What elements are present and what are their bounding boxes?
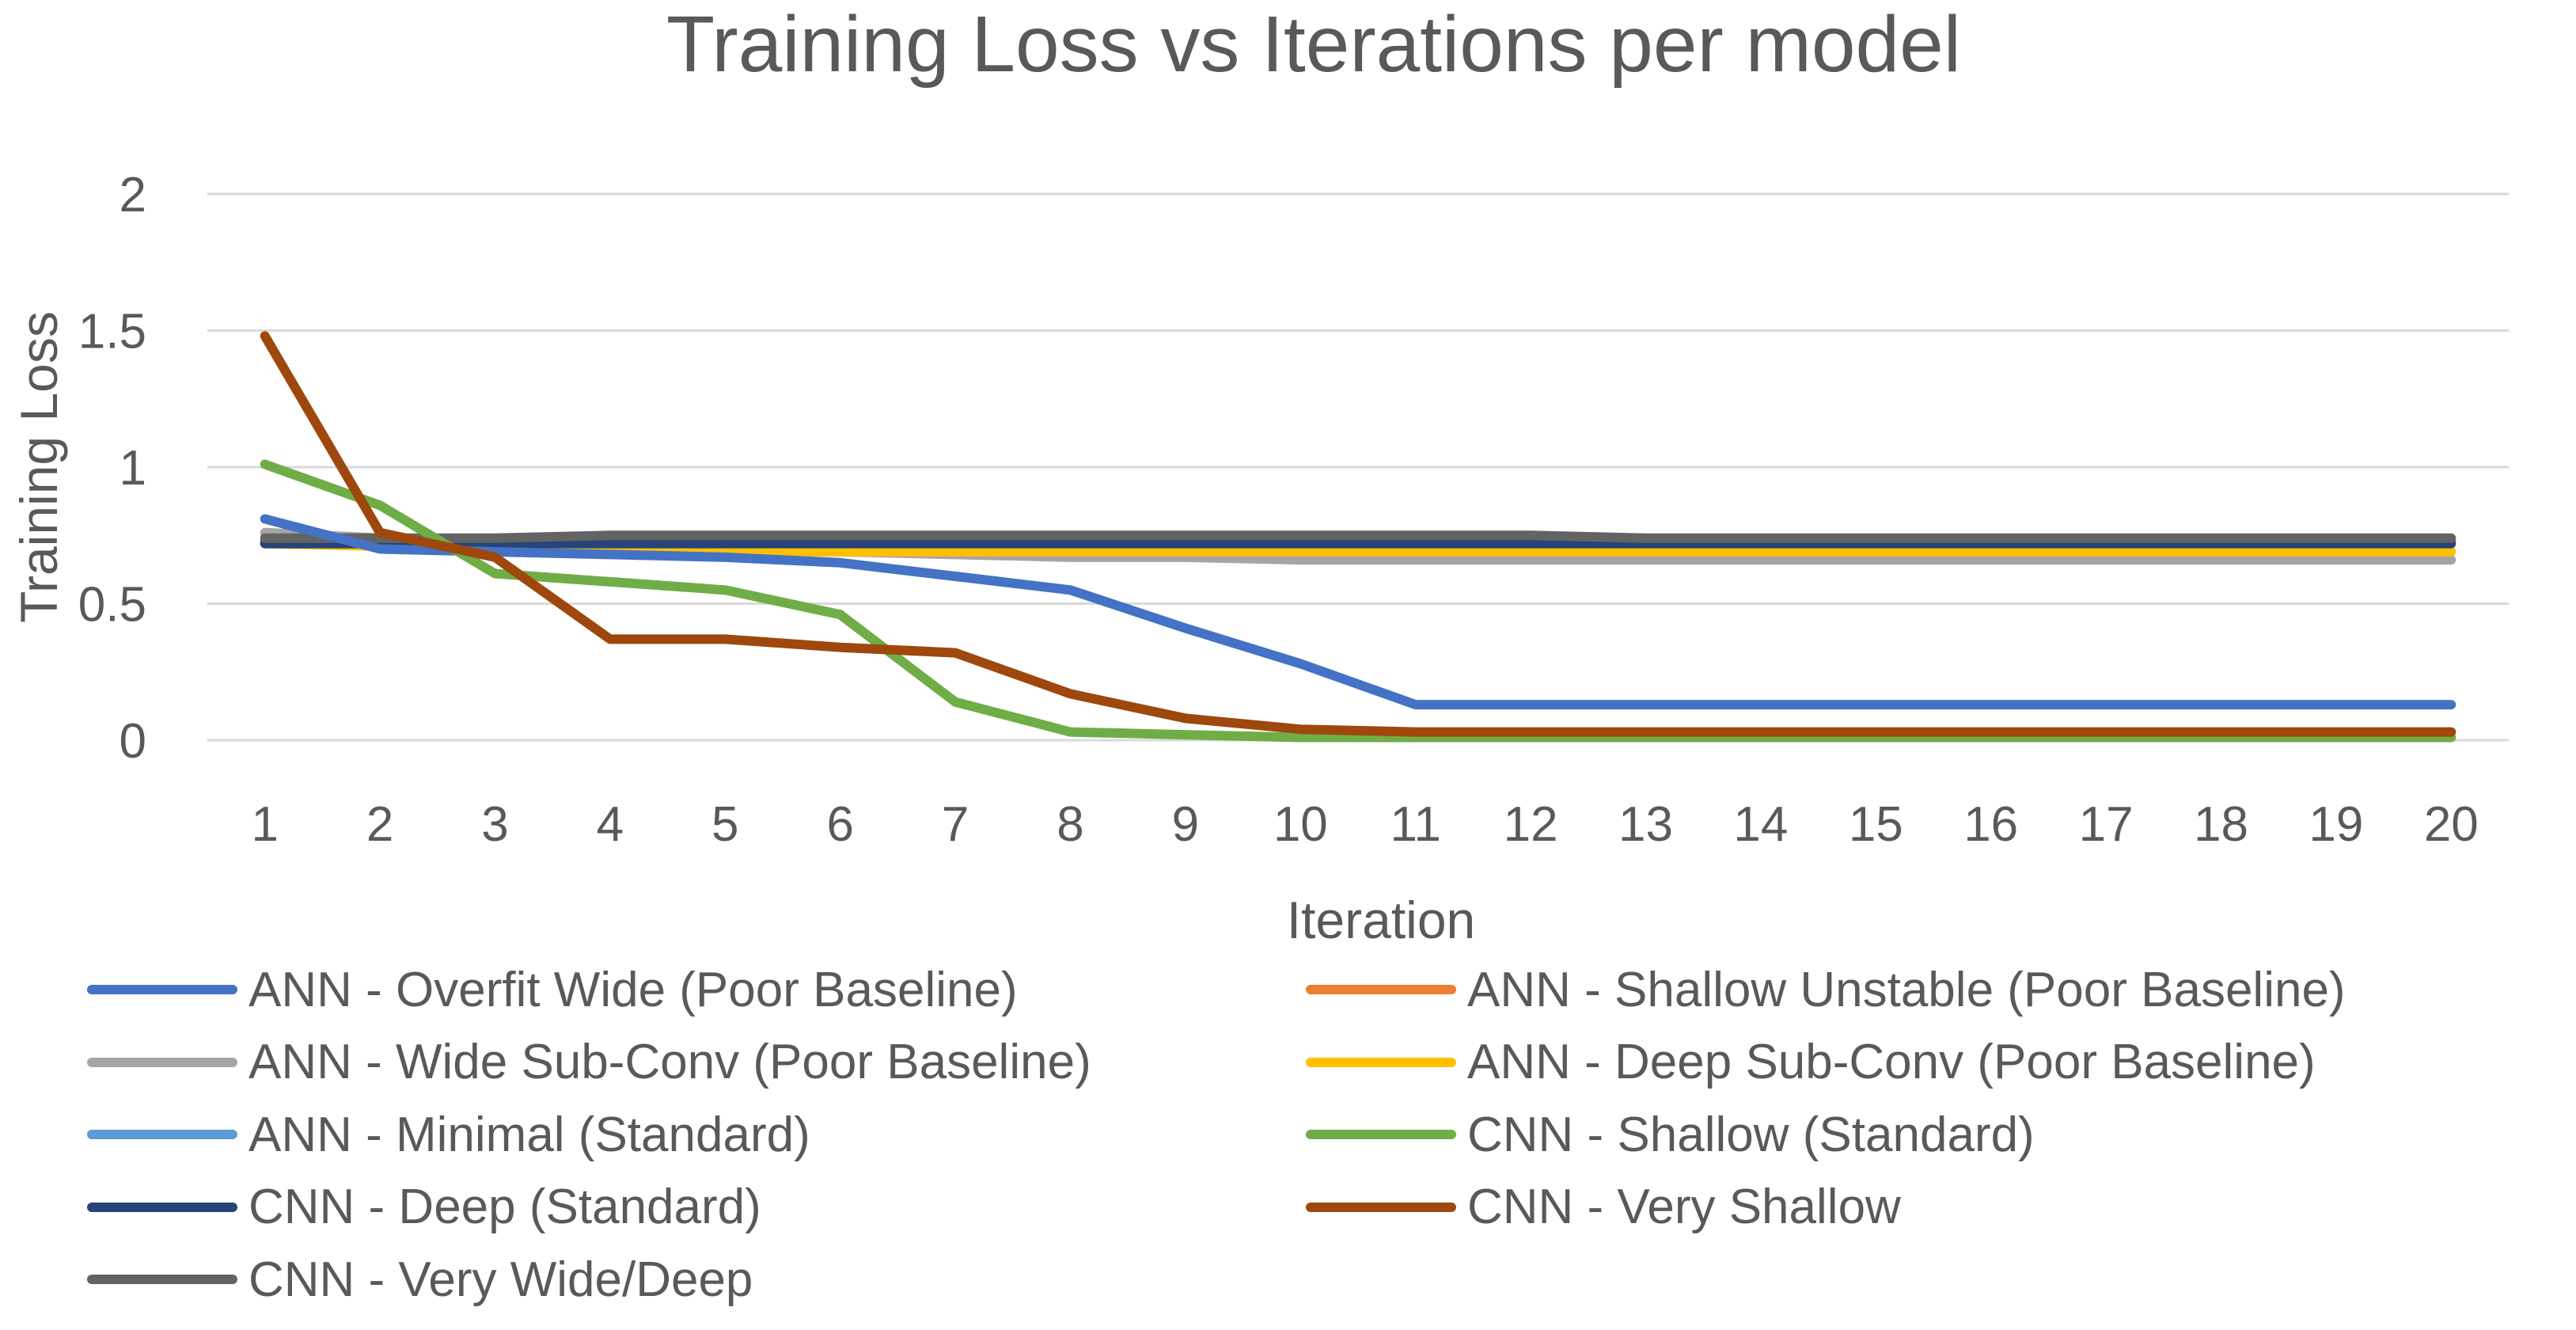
x-tick-label: 20 (2424, 797, 2479, 852)
x-axis-label: Iteration (1287, 891, 1475, 949)
x-tick-label: 19 (2309, 797, 2363, 852)
x-tick-label: 3 (481, 797, 508, 852)
y-tick-label: 0.5 (78, 578, 146, 633)
x-tick-label: 9 (1172, 797, 1199, 852)
x-tick-label: 4 (597, 797, 624, 852)
series-line-7 (260, 331, 2456, 737)
x-tick-label: 12 (1504, 797, 1558, 852)
x-tick-label: 15 (1849, 797, 1903, 852)
x-tick-label: 13 (1618, 797, 1673, 852)
series-line-3 (260, 538, 2456, 557)
x-tick-label: 2 (366, 797, 393, 852)
series-line-0 (260, 514, 2456, 710)
x-tick-label: 17 (2079, 797, 2134, 852)
chart-title: Training Loss vs Iterations per model (666, 0, 1961, 89)
y-tick-label: 1 (120, 441, 146, 496)
series-lines (260, 331, 2456, 743)
x-tick-label: 1 (251, 797, 278, 852)
y-tick-label: 0 (120, 714, 146, 769)
y-tick-label: 2 (120, 168, 146, 222)
x-tick-label: 5 (711, 797, 738, 852)
x-axis-ticks: 1 2 3 4 5 6 7 8 9 10 11 12 13 14 15 16 17 18 19 20 (251, 797, 2478, 852)
x-tick-label: 14 (1733, 797, 1788, 852)
x-tick-label: 10 (1273, 797, 1328, 852)
y-tick-label: 1.5 (78, 305, 146, 359)
x-tick-label: 8 (1057, 797, 1083, 852)
y-axis-label: Training Loss (9, 311, 68, 623)
x-tick-label: 6 (826, 797, 853, 852)
x-tick-label: 7 (942, 797, 969, 852)
y-axis-ticks: 0 0.5 1 1.5 2 (78, 168, 146, 769)
x-tick-label: 11 (1390, 797, 1441, 852)
x-tick-label: 18 (2194, 797, 2248, 852)
series-line-5 (260, 459, 2456, 743)
x-tick-label: 16 (1963, 797, 2018, 852)
gridlines (207, 192, 2509, 742)
series-line-8 (260, 530, 2456, 543)
